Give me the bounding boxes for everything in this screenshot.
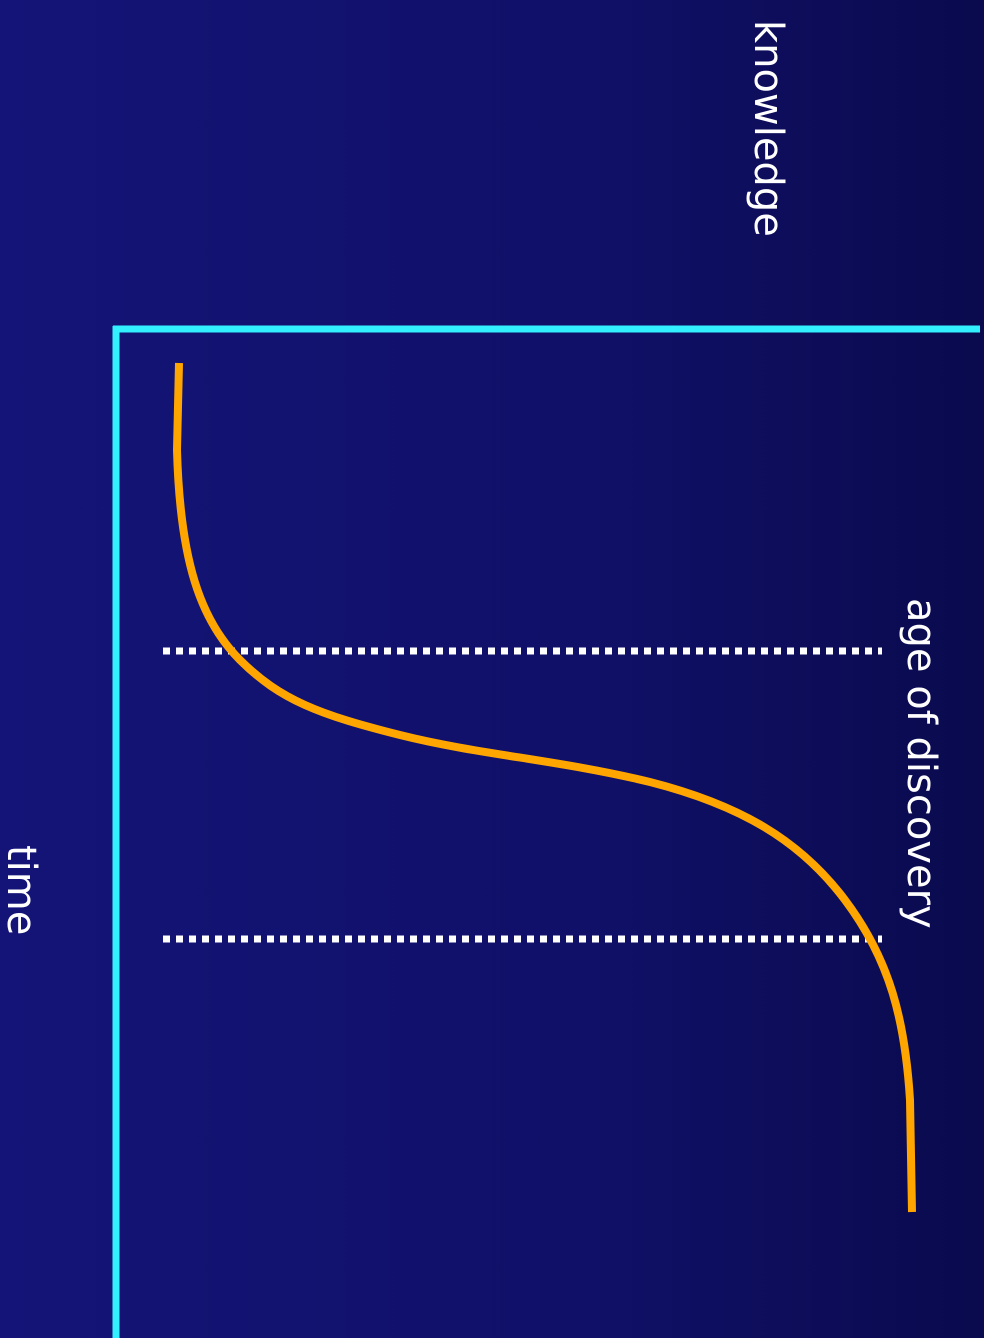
y-axis-label: knowledge [745,20,791,237]
x-axis-label: time [0,845,44,935]
knowledge-curve [173,362,916,1213]
age-of-discovery-label: age of discovery [898,598,944,929]
